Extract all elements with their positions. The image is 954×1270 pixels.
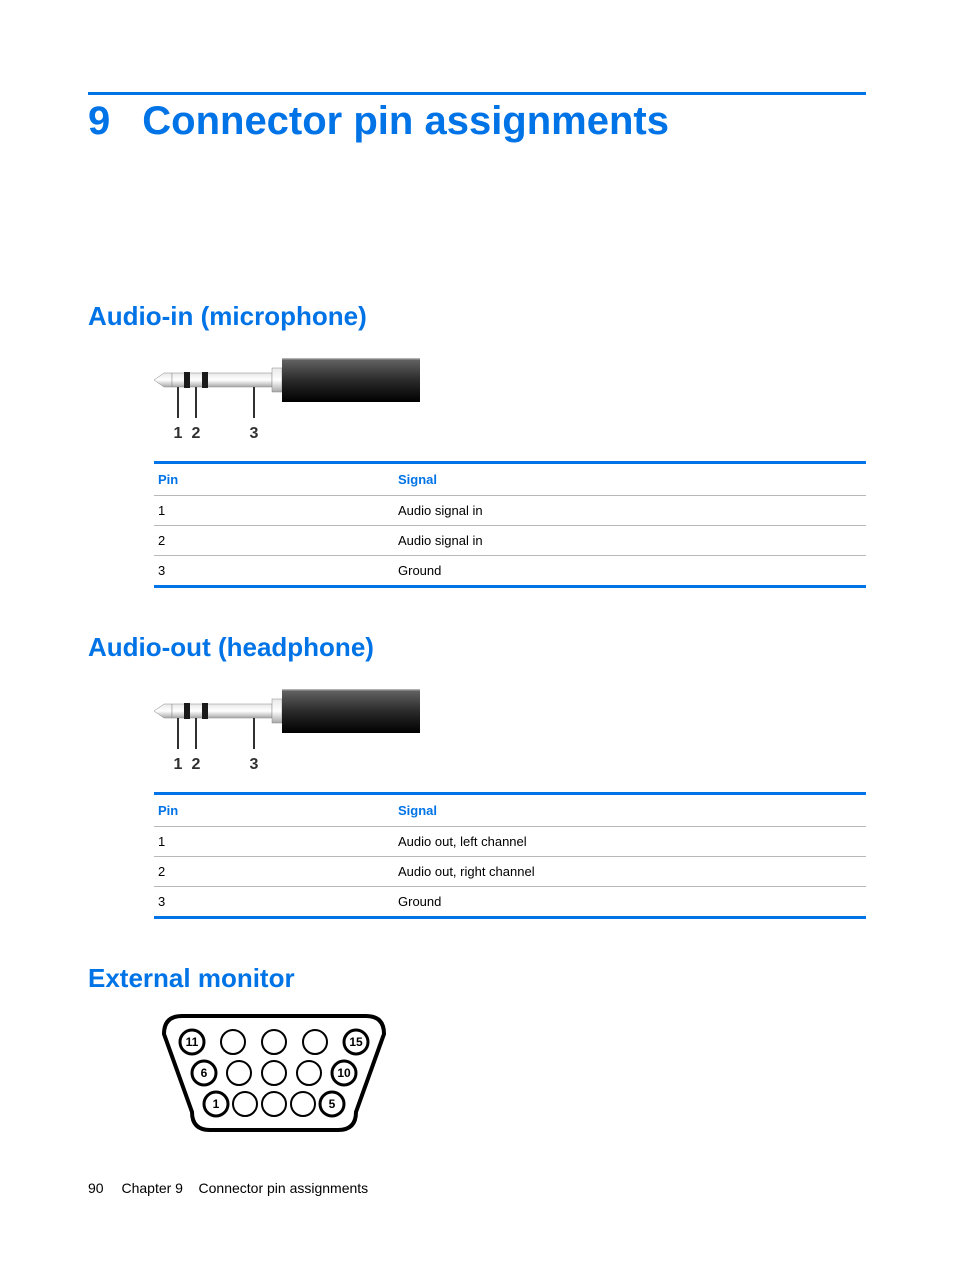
col-header-pin: Pin xyxy=(154,463,394,496)
vga-pin-label-11: 11 xyxy=(186,1035,199,1049)
figure-external_monitor: 111561015 xyxy=(154,1008,866,1143)
pin-table-audio_out: PinSignal1Audio out, left channel2Audio … xyxy=(154,792,866,919)
cell-pin: 3 xyxy=(154,887,394,918)
vga-pin-label-6: 6 xyxy=(201,1066,208,1080)
vga-connector-figure: 111561015 xyxy=(154,1008,394,1138)
vga-pin-label-1: 1 xyxy=(213,1097,220,1111)
vga-pin-label-5: 5 xyxy=(329,1097,336,1111)
cell-pin: 1 xyxy=(154,827,394,857)
section-title-audio_out: Audio-out (headphone) xyxy=(88,632,866,663)
audio-jack-figure: 12 3 xyxy=(154,677,422,779)
cell-signal: Ground xyxy=(394,887,866,918)
table-row: 3Ground xyxy=(154,887,866,918)
pin-table-audio_in: PinSignal1Audio signal in2Audio signal i… xyxy=(154,461,866,588)
table-row: 3Ground xyxy=(154,556,866,587)
chapter-title: Connector pin assignments xyxy=(142,101,669,141)
table-row: 1Audio signal in xyxy=(154,496,866,526)
chapter-number: 9 xyxy=(88,101,110,141)
figure-audio_out: 12 3 xyxy=(154,677,866,784)
pin-label-3: 3 xyxy=(250,425,259,442)
section-title-audio_in: Audio-in (microphone) xyxy=(88,301,866,332)
vga-pin-label-15: 15 xyxy=(349,1035,363,1049)
chapter-heading: 9 Connector pin assignments xyxy=(88,101,866,141)
document-page: 9 Connector pin assignments Audio-in (mi… xyxy=(0,0,954,1270)
section-audio_in: Audio-in (microphone) 123PinSignal1Audio… xyxy=(88,301,866,588)
cell-pin: 3 xyxy=(154,556,394,587)
page-footer: 90 Chapter 9 Connector pin assignments xyxy=(88,1180,368,1196)
section-audio_out: Audio-out (headphone) 123PinSignal1Audio… xyxy=(88,632,866,919)
chapter-top-rule xyxy=(88,92,866,95)
col-header-signal: Signal xyxy=(394,794,866,827)
footer-chapter-text: Connector pin assignments xyxy=(199,1180,369,1196)
pin-label-3: 3 xyxy=(250,756,259,773)
table-row: 2Audio out, right channel xyxy=(154,857,866,887)
page-number: 90 xyxy=(88,1180,104,1196)
cell-signal: Audio signal in xyxy=(394,526,866,556)
vga-pin-label-10: 10 xyxy=(337,1066,351,1080)
cell-signal: Ground xyxy=(394,556,866,587)
audio-jack-figure: 12 3 xyxy=(154,346,422,448)
pin-label-2: 2 xyxy=(192,756,201,773)
figure-audio_in: 12 3 xyxy=(154,346,866,453)
cell-signal: Audio signal in xyxy=(394,496,866,526)
section-external_monitor: External monitor111561015 xyxy=(88,963,866,1143)
col-header-pin: Pin xyxy=(154,794,394,827)
cell-pin: 2 xyxy=(154,526,394,556)
table-row: 1Audio out, left channel xyxy=(154,827,866,857)
cell-pin: 1 xyxy=(154,496,394,526)
section-title-external_monitor: External monitor xyxy=(88,963,866,994)
pin-label-2: 2 xyxy=(192,425,201,442)
pin-label-1: 1 xyxy=(174,425,183,442)
cell-pin: 2 xyxy=(154,857,394,887)
col-header-signal: Signal xyxy=(394,463,866,496)
footer-chapter-label: Chapter 9 xyxy=(121,1180,182,1196)
cell-signal: Audio out, left channel xyxy=(394,827,866,857)
table-row: 2Audio signal in xyxy=(154,526,866,556)
cell-signal: Audio out, right channel xyxy=(394,857,866,887)
pin-label-1: 1 xyxy=(174,756,183,773)
